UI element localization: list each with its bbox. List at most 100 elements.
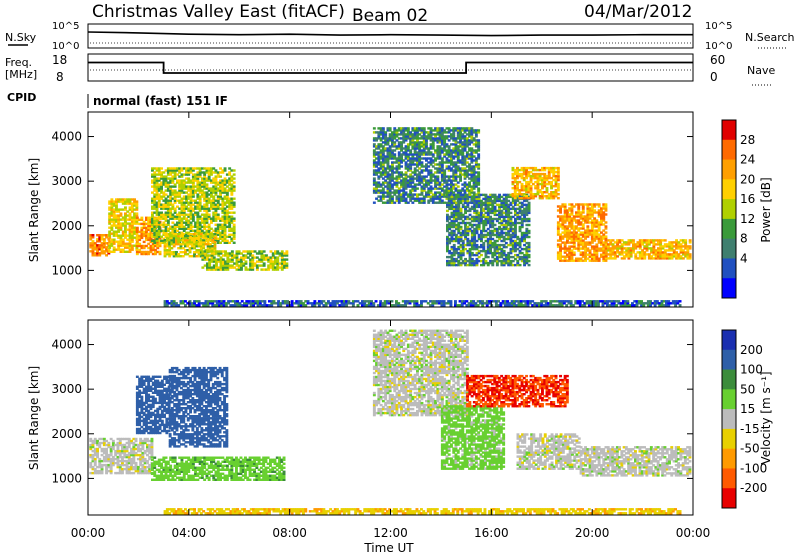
heatmap-cell-6 [375,137,378,140]
heatmap-cell-6 [477,187,481,190]
heatmap-cell-6 [391,141,394,144]
heatmap-cell-3 [155,181,159,184]
heatmap-cell-6 [436,187,440,190]
heatmap-cell-1 [108,206,112,209]
heatmap-cell-3 [187,185,191,188]
heatmap-cell-5 [244,256,248,259]
heatmap-cell-5 [210,256,214,259]
heatmap-cell-5 [206,254,209,257]
heatmap-cell-6 [454,143,458,146]
heatmap-cell-6 [422,157,426,160]
heatmap-cell-6 [422,149,426,152]
heatmap-cell-6 [434,149,437,152]
heatmap-cell-2 [158,238,162,242]
heatmap-cell-2 [147,246,151,250]
heatmap-cell-2 [135,230,139,234]
heatmap-cell-3 [207,187,211,190]
heatmap-cell-6 [450,197,453,200]
heatmap-cell-6 [391,201,394,204]
heatmap-cell-4 [190,236,194,240]
heatmap-cell-5 [210,260,214,263]
heatmap-cell-6 [404,139,408,142]
heatmap-cell-6 [472,155,476,158]
heatmap-cell-3 [232,223,236,226]
heatmap-cell-2 [147,222,151,226]
heatmap-cell-1 [124,250,127,253]
heatmap-cell-6 [463,185,467,188]
heatmap-cell-6 [416,135,419,138]
heatmap-cell-3 [189,199,193,202]
heatmap-cell-3 [160,173,163,176]
heatmap-cell-6 [422,147,426,150]
heatmap-cell-6 [422,151,426,154]
heatmap-cell-3 [173,199,177,202]
heatmap-cell-3 [178,215,182,218]
heatmap-cell-3 [151,173,154,176]
heatmap-cell-6 [375,189,378,192]
heatmap-cell-6 [393,145,397,148]
heatmap-cell-5 [228,252,232,255]
heatmap-cell-3 [219,197,222,200]
heatmap-cell-6 [447,147,451,150]
heatmap-cell-6 [386,193,390,196]
heatmap-cell-6 [440,165,444,168]
heatmap-cell-3 [171,203,175,206]
heatmap-cell-3 [151,197,154,200]
heatmap-cell-5 [242,258,246,261]
heatmap-cell-1 [124,208,127,211]
heatmap-cell-5 [274,260,277,263]
heatmap-cell-0 [93,254,97,257]
heatmap-cell-3 [166,167,170,170]
heatmap-cell-1 [119,200,123,203]
heatmap-cell-4 [179,234,183,238]
heatmap-cell-3 [189,191,193,194]
heatmap-cell-6 [429,157,433,160]
heatmap-cell-6 [454,161,458,164]
heatmap-cell-5 [228,260,232,263]
heatmap-cell-6 [447,187,451,190]
heatmap-cell-4 [211,249,215,252]
heatmap-cell-6 [440,177,444,180]
heatmap-cell-3 [219,179,222,182]
heatmap-cell-2 [149,244,153,248]
heatmap-cell-6 [461,169,465,172]
heatmap-cell-3 [230,215,234,218]
heatmap-cell-6 [429,191,433,194]
heatmap-cell-6 [388,129,392,132]
heatmap-cell-4 [213,249,217,252]
heatmap-cell-2 [154,244,157,248]
heatmap-cell-6 [422,139,426,142]
heatmap-cell-1 [126,202,130,205]
heatmap-cell-3 [187,193,191,196]
heatmap-cell-3 [194,221,197,224]
heatmap-cell-3 [180,199,184,202]
heatmap-cell-3 [162,181,166,184]
heatmap-cell-6 [395,145,399,148]
heatmap-cell-3 [210,179,213,182]
heatmap-cell-3 [228,187,232,190]
heatmap-cell-3 [173,175,177,178]
heatmap-cell-4 [163,251,167,254]
heatmap-cell-6 [375,165,378,168]
heatmap-cell-6 [404,181,408,184]
heatmap-cell-1 [108,216,112,219]
heatmap-cell-6 [443,179,447,182]
heatmap-cell-3 [187,221,191,224]
heatmap-cell-3 [189,227,193,230]
heatmap-cell-6 [388,199,392,202]
heatmap-cell-6 [386,137,390,140]
heatmap-cell-5 [265,256,268,259]
heatmap-cell-6 [391,151,394,154]
heatmap-cell-6 [397,201,401,204]
heatmap-cell-1 [110,220,114,223]
heatmap-cell-6 [454,167,458,170]
heatmap-cell-1 [110,208,114,211]
heatmap-cell-3 [212,179,216,182]
heatmap-cell-5 [244,250,248,253]
heatmap-cell-3 [232,231,236,234]
heatmap-cell-2 [140,236,144,240]
freq-label-line2: [MHz] [5,68,37,81]
heatmap-cell-3 [164,225,168,228]
heatmap-cell-3 [162,205,166,208]
heatmap-cell-3 [155,209,159,212]
